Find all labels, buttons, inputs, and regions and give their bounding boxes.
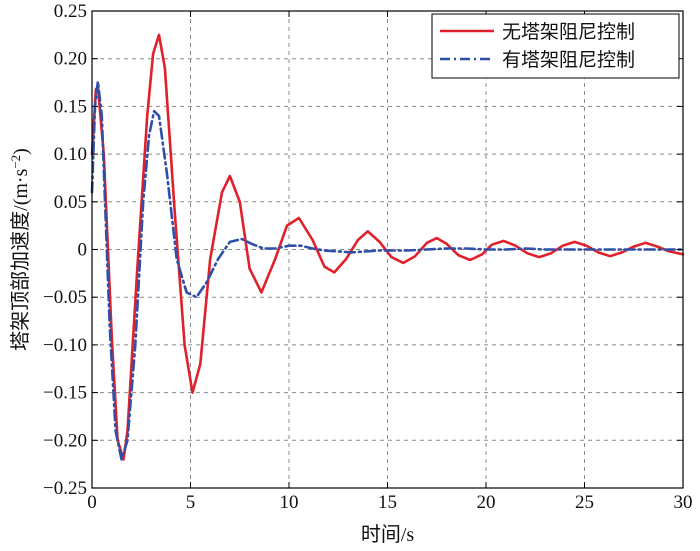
series-layer	[90, 33, 685, 461]
ticks: 0 5 10 15 20 25 30 0.25 0.20 0.15 0.10 0.05 0 −0.05 −0…	[43, 1, 692, 513]
legend: 无塔架阻尼控制 有塔架阻尼控制	[431, 13, 680, 79]
y-axis-title: 塔架顶部加速度/(m·s−2)	[8, 148, 33, 351]
legend-box	[431, 13, 680, 79]
x-tick-label: 10	[280, 492, 299, 513]
y-tick-label: 0.05	[54, 192, 87, 213]
x-tick-label: 25	[575, 492, 594, 513]
y-tick-label: −0.05	[43, 287, 87, 308]
y-axis-title-superscript: −2	[8, 155, 23, 169]
x-tick-label: 20	[477, 492, 496, 513]
y-tick-label: 0.20	[54, 49, 87, 70]
y-tick-label: −0.25	[43, 478, 87, 499]
x-tick-label: 0	[87, 492, 97, 513]
y-tick-label: 0	[78, 240, 88, 261]
x-axis-title: 时间/s	[361, 523, 415, 546]
x-tick-label: 5	[186, 492, 196, 513]
y-axis-title-main: 塔架顶部加速度/(m·s	[9, 168, 32, 350]
y-tick-label: −0.15	[43, 383, 87, 404]
y-tick-label: 0.25	[54, 1, 87, 22]
y-axis-title-close: )	[10, 148, 32, 155]
legend-label-series-1: 无塔架阻尼控制	[502, 21, 635, 43]
series-line-2	[90, 80, 685, 461]
series-line-1	[90, 33, 685, 461]
y-tick-label: −0.10	[43, 335, 87, 356]
y-tick-label: 0.15	[54, 96, 87, 117]
legend-label-series-2: 有塔架阻尼控制	[502, 49, 635, 71]
x-tick-label: 30	[674, 492, 693, 513]
grid	[92, 11, 683, 488]
y-tick-label: 0.10	[54, 144, 87, 165]
x-tick-label: 15	[378, 492, 397, 513]
y-tick-label: −0.20	[43, 430, 87, 451]
